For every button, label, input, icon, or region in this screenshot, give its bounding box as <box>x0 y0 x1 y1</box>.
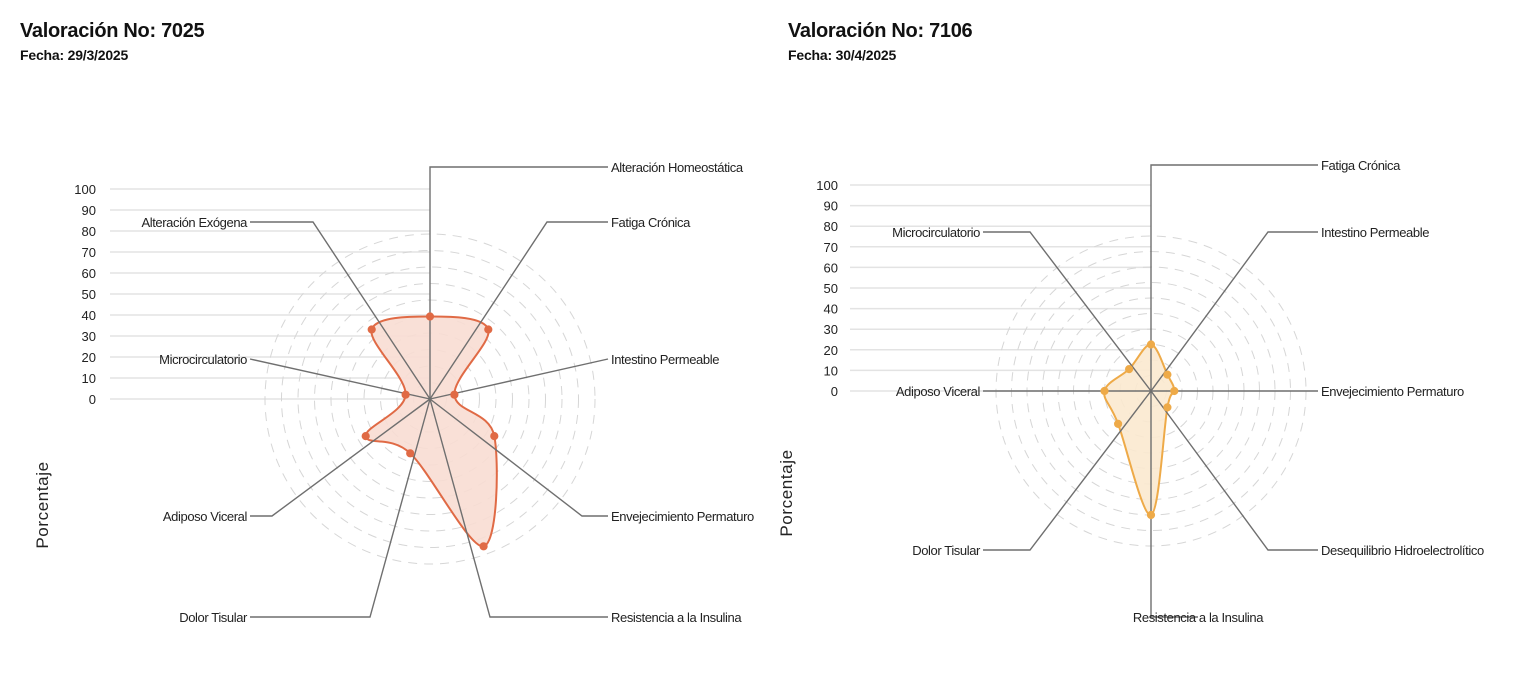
data-point <box>367 325 376 334</box>
data-point <box>1100 386 1109 396</box>
radial-grid-ring <box>297 266 563 532</box>
radial-grid-ring <box>281 250 579 548</box>
data-point <box>401 390 410 399</box>
category-label: Alteración Exógena <box>141 215 248 230</box>
category-label: Envejecimiento Permaturo <box>611 509 754 524</box>
y-tick-label: 40 <box>824 302 838 317</box>
axis-leader-line <box>429 221 608 400</box>
data-point <box>1170 386 1179 396</box>
y-tick-label: 70 <box>82 245 96 260</box>
data-point <box>1114 419 1123 428</box>
assessment-panel-7106: 0 10 20 30 40 50 60 70 80 90 100 Fatiga Crónica Inte… <box>768 0 1536 690</box>
category-label: Fatiga Crónica <box>611 215 691 230</box>
category-label: Fatiga Crónica <box>1321 158 1401 173</box>
axis-leader-line <box>983 390 1152 551</box>
assessment-date: Fecha: 30/4/2025 <box>788 47 897 63</box>
y-tick-label: 80 <box>82 224 96 239</box>
data-point <box>1163 403 1172 412</box>
assessment-title: Valoración No: 7106 <box>788 20 973 42</box>
data-area <box>364 315 498 548</box>
data-point <box>406 449 415 458</box>
y-tick-label: 20 <box>824 343 838 358</box>
category-label: Adiposo Viceral <box>896 384 981 399</box>
y-axis-title: Porcentaje <box>33 461 52 548</box>
y-tick-label: 40 <box>82 308 96 323</box>
radar-chart-7106: 0 10 20 30 40 50 60 70 80 90 100 Fatiga Crónica Inte… <box>777 158 1484 625</box>
y-tick-label: 60 <box>824 260 838 275</box>
y-tick-label: 50 <box>82 287 96 302</box>
data-point <box>490 432 499 441</box>
axis-leader-line <box>429 358 609 400</box>
y-tick-label: 10 <box>824 363 838 378</box>
y-tick-label: 30 <box>824 322 838 337</box>
data-point <box>361 432 370 441</box>
y-tick-label: 20 <box>82 350 96 365</box>
panel-header: Valoración No: 7025 Fecha: 29/3/2025 <box>20 20 205 63</box>
y-tick-label: 80 <box>824 219 838 234</box>
category-label: Envejecimiento Permaturo <box>1321 384 1464 399</box>
category-label: Desequilibrio Hidroelectrolítico <box>1321 543 1484 558</box>
y-tick-label: 70 <box>824 240 838 255</box>
category-label: Intestino Permeable <box>1321 225 1429 240</box>
radar-chart-7025: 0 10 20 30 40 50 60 70 80 90 100 Alteración Homeost… <box>33 160 754 625</box>
axis-leader-line <box>250 221 431 400</box>
axis-leader-line <box>249 358 431 400</box>
radial-grid-ring <box>314 283 546 515</box>
data-point <box>484 325 493 334</box>
data-point <box>479 542 488 551</box>
category-label: Microcirculatorio <box>892 225 980 240</box>
axis-leader-line <box>429 398 608 517</box>
y-tick-label: 60 <box>82 266 96 281</box>
y-tick-label: 50 <box>824 281 838 296</box>
category-label: Alteración Homeostática <box>611 160 744 175</box>
y-tick-label: 10 <box>82 371 96 386</box>
axis-leader-line <box>1150 390 1318 551</box>
data-point <box>1146 510 1156 520</box>
axis-leader-line <box>429 398 608 618</box>
y-tick-label: 100 <box>816 178 838 193</box>
y-axis-title: Porcentaje <box>777 449 796 536</box>
axis-leader-line <box>429 166 608 399</box>
axis-leader-line <box>1150 391 1198 618</box>
y-tick-label: 90 <box>82 203 96 218</box>
data-point <box>1163 370 1172 379</box>
y-tick-label: 0 <box>89 392 96 407</box>
axis-leader-line <box>250 398 431 618</box>
category-label: Dolor Tisular <box>912 543 981 558</box>
axis-leader-line <box>1150 164 1318 391</box>
radial-grid-ring <box>264 233 596 565</box>
category-label: Dolor Tisular <box>179 610 248 625</box>
panel-header: Valoración No: 7106 Fecha: 30/4/2025 <box>788 20 973 63</box>
data-point <box>425 312 435 321</box>
axis-leader-line <box>1150 231 1318 392</box>
category-label: Adiposo Viceral <box>163 509 248 524</box>
category-label: Resistencia a la Insulina <box>1133 610 1264 625</box>
y-tick-label: 90 <box>824 199 838 214</box>
data-point <box>1146 340 1156 349</box>
y-tick-label: 30 <box>82 329 96 344</box>
axis-leader-line <box>250 398 431 517</box>
category-label: Resistencia a la Insulina <box>611 610 742 625</box>
y-tick-label: 0 <box>831 384 838 399</box>
assessment-date: Fecha: 29/3/2025 <box>20 47 129 63</box>
data-point <box>450 390 459 399</box>
assessment-title: Valoración No: 7025 <box>20 20 205 42</box>
category-label: Intestino Permeable <box>611 352 719 367</box>
y-tick-label: 100 <box>74 182 96 197</box>
data-point <box>1125 365 1134 374</box>
axis-leader-line <box>983 231 1152 392</box>
category-label: Microcirculatorio <box>159 352 247 367</box>
assessment-panel-7025: 0 10 20 30 40 50 60 70 80 90 100 Alteración Homeost… <box>20 20 754 625</box>
